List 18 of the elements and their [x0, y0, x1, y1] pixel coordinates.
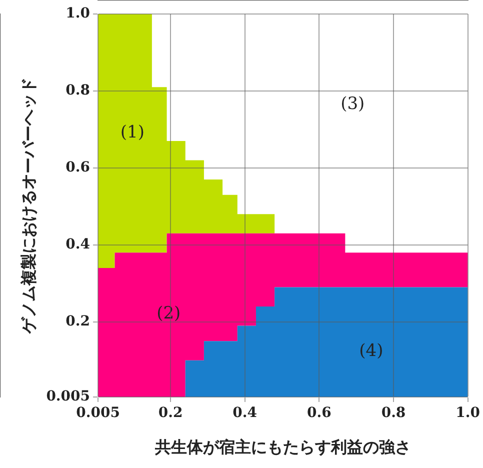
x-tick-label: 0.8	[381, 405, 406, 422]
series-label: (4)	[359, 341, 384, 362]
annotation: (3)	[340, 94, 365, 114]
x-axis-title: 共生体が宿主にもたらす利益の強さ	[154, 438, 411, 457]
y-tick-label: 0.005	[46, 388, 90, 405]
y-tick-label: 0.4	[66, 236, 90, 253]
y-tick-label: 0.2	[66, 314, 90, 330]
x-tick-label: 0.005	[76, 405, 120, 422]
y-tick-label: 0.8	[66, 82, 90, 99]
x-tick-label: 1.0	[456, 405, 480, 422]
y-tick-label: 1.0	[66, 6, 90, 22]
x-tick-label: 0.6	[306, 405, 332, 422]
series-label: (1)	[120, 122, 144, 143]
y-axis-title: ゲノム複製におけるオーバーヘッド	[18, 78, 38, 334]
x-tick-label: 0.4	[232, 405, 258, 422]
series-label: (2)	[156, 304, 181, 324]
x-tick-label: 0.2	[158, 405, 183, 422]
y-tick-label: 0.6	[66, 160, 90, 176]
